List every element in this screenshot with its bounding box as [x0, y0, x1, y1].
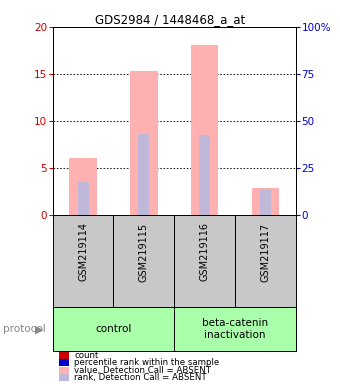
- Text: control: control: [95, 324, 132, 334]
- Bar: [130, 71, 157, 215]
- Text: GSM219117: GSM219117: [260, 222, 270, 281]
- Bar: [260, 189, 271, 215]
- Bar: [252, 188, 279, 215]
- Bar: [191, 45, 218, 215]
- Text: count: count: [74, 351, 99, 360]
- Bar: [174, 215, 235, 307]
- Bar: [199, 135, 210, 215]
- Bar: [114, 215, 174, 307]
- Text: percentile rank within the sample: percentile rank within the sample: [74, 358, 219, 367]
- Bar: [78, 182, 88, 215]
- Bar: [69, 158, 97, 215]
- Text: ▶: ▶: [35, 324, 44, 334]
- Text: rank, Detection Call = ABSENT: rank, Detection Call = ABSENT: [74, 373, 207, 382]
- Text: GSM219114: GSM219114: [78, 222, 88, 281]
- Bar: [53, 215, 114, 307]
- Text: protocol: protocol: [3, 324, 46, 334]
- Text: GDS2984 / 1448468_a_at: GDS2984 / 1448468_a_at: [95, 13, 245, 26]
- Bar: [53, 307, 174, 351]
- Bar: [235, 215, 296, 307]
- Text: GSM219115: GSM219115: [139, 222, 149, 281]
- Bar: [138, 134, 149, 215]
- Text: GSM219116: GSM219116: [200, 222, 210, 281]
- Text: beta-catenin
inactivation: beta-catenin inactivation: [202, 318, 268, 341]
- Bar: [174, 307, 296, 351]
- Text: value, Detection Call = ABSENT: value, Detection Call = ABSENT: [74, 366, 211, 375]
